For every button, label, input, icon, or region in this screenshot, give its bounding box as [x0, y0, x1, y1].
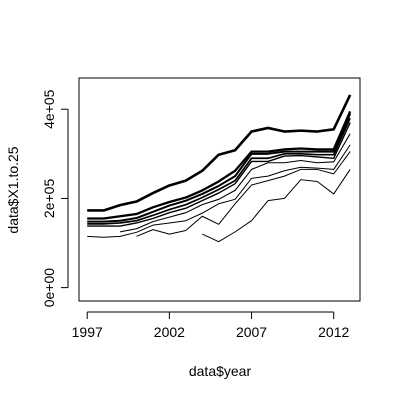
series-line-9 [202, 169, 351, 243]
series-layer [87, 94, 352, 243]
series-line-6 [119, 133, 351, 233]
plot-frame [78, 77, 361, 302]
x-tick-label: 2012 [318, 324, 349, 340]
y-tick-label: 4e+05 [41, 89, 57, 129]
y-axis-title: data$X1.to.25 [5, 146, 21, 233]
x-tick-label: 1997 [72, 324, 103, 340]
x-tick-label: 2002 [154, 324, 185, 340]
series-line-2 [87, 110, 352, 220]
series-line-5 [87, 122, 351, 227]
series-line-1 [87, 94, 352, 212]
y-tick-label: 2e+05 [41, 179, 57, 219]
x-axis: 1997 2002 2007 2012 [72, 311, 349, 340]
y-tick-label: 0e+00 [41, 268, 57, 308]
x-tick-label: 2007 [236, 324, 267, 340]
x-axis-title: data$year [189, 363, 252, 379]
series-line-7 [87, 144, 351, 238]
series-line-4 [87, 117, 351, 225]
series-line-3 [87, 113, 352, 223]
series-line-8 [136, 151, 351, 237]
y-axis: 0e+00 2e+05 4e+05 [41, 89, 69, 308]
